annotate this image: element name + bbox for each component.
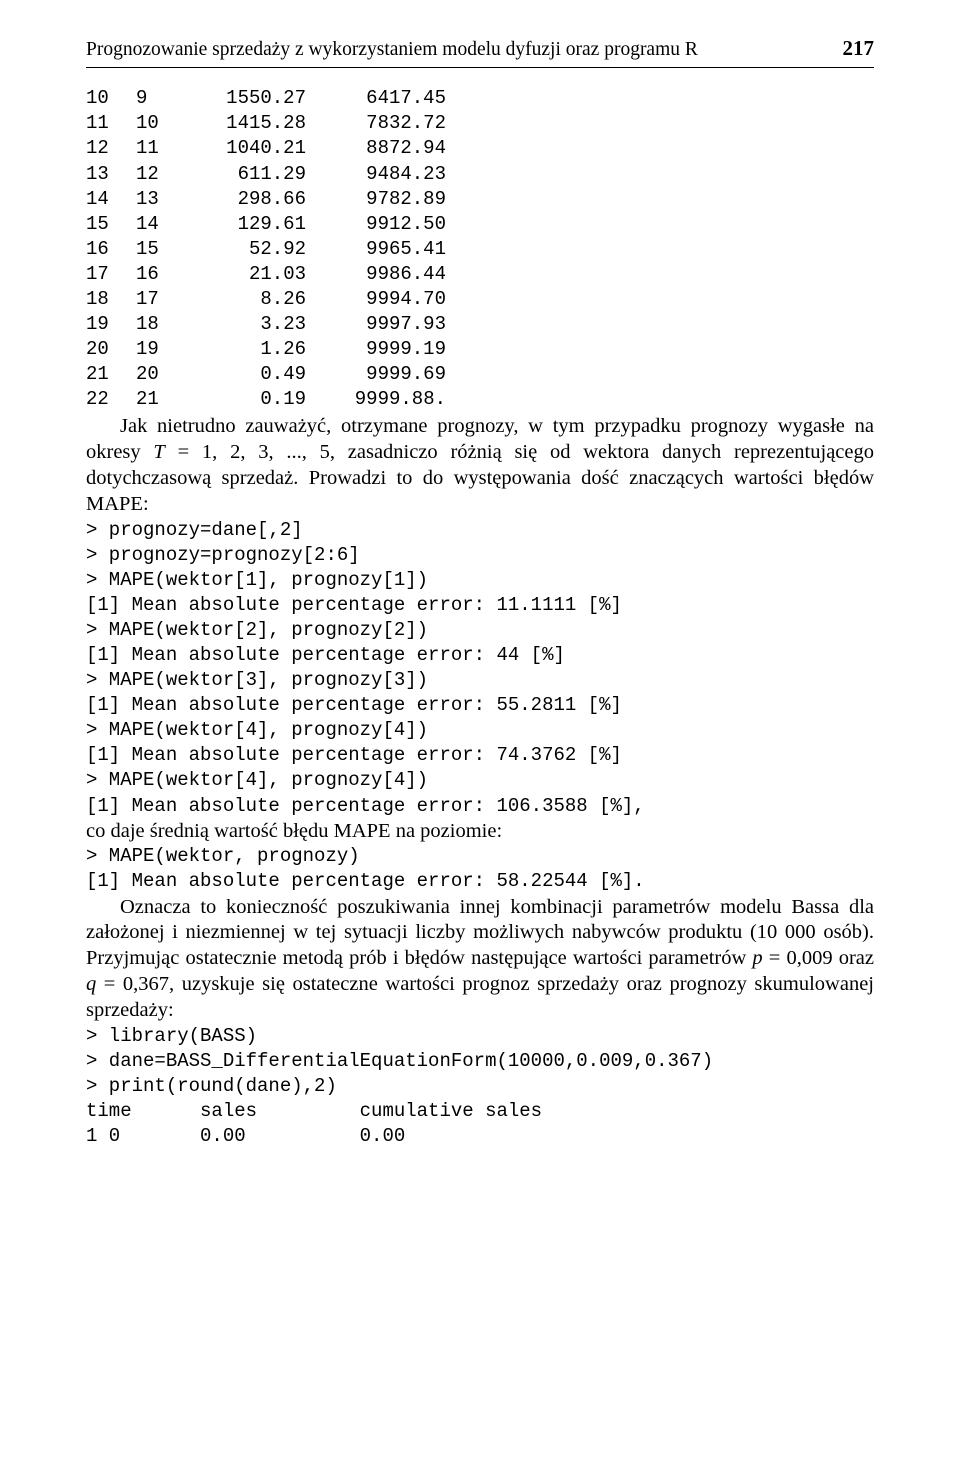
table-cell: 9484.23	[326, 162, 446, 187]
table-cell: 9997.93	[326, 312, 446, 337]
table-cell: 1415.28	[186, 111, 326, 136]
table-cell: 21	[86, 362, 136, 387]
table-row: 1312611.299484.23	[86, 162, 874, 187]
table-cell: 19	[86, 312, 136, 337]
page-header: Prognozowanie sprzedaży z wykorzystaniem…	[86, 34, 874, 68]
page-number: 217	[843, 34, 875, 62]
table-cell: 20	[86, 337, 136, 362]
table-row: 171621.039986.44	[86, 262, 874, 287]
table-cell: 0.19	[186, 387, 326, 412]
table-cell: 17	[136, 287, 186, 312]
table-row: 22210.199999.88.	[86, 387, 874, 412]
table-cell: 21	[136, 387, 186, 412]
table-row: 1413298.669782.89	[86, 187, 874, 212]
table-cell: 9912.50	[326, 212, 446, 237]
table-cell: 0.49	[186, 362, 326, 387]
table-row: 1091550.276417.45	[86, 86, 874, 111]
table-cell: 9999.88.	[326, 387, 446, 412]
para1-T: T	[153, 441, 164, 463]
table-cell: 611.29	[186, 162, 326, 187]
table-cell: 12	[136, 162, 186, 187]
table-cell: 6417.45	[326, 86, 446, 111]
table-row: 1514129.619912.50	[86, 212, 874, 237]
table-row: 20191.269999.19	[86, 337, 874, 362]
table-row: 19183.239997.93	[86, 312, 874, 337]
table-cell: 3.23	[186, 312, 326, 337]
table-cell: 9782.89	[326, 187, 446, 212]
table-cell: 19	[136, 337, 186, 362]
code-block-3: > library(BASS) > dane=BASS_Differential…	[86, 1024, 874, 1149]
para1-c: = 1, 2, 3, ..., 5, zasadniczo różnią się…	[86, 441, 874, 515]
table-cell: 11	[136, 136, 186, 161]
table-cell: 13	[136, 187, 186, 212]
table-cell: 9994.70	[326, 287, 446, 312]
para3-b: = 0,009 oraz	[763, 947, 874, 969]
running-title: Prognozowanie sprzedaży z wykorzystaniem…	[86, 37, 698, 63]
table-cell: 21.03	[186, 262, 326, 287]
output-table-1: 1091550.276417.4511101415.287832.7212111…	[86, 86, 874, 412]
table-cell: 16	[136, 262, 186, 287]
table-cell: 20	[136, 362, 186, 387]
table-cell: 1.26	[186, 337, 326, 362]
table-cell: 1550.27	[186, 86, 326, 111]
para3-p: p	[752, 947, 762, 969]
table-row: 18178.269994.70	[86, 287, 874, 312]
paragraph-3: Oznacza to konieczność poszukiwania inne…	[86, 895, 874, 1024]
table-cell: 298.66	[186, 187, 326, 212]
paragraph-2: co daje średnią wartość błędu MAPE na po…	[86, 819, 874, 845]
table-cell: 17	[86, 262, 136, 287]
paragraph-1: Jak nietrudno zauważyć, otrzymane progno…	[86, 414, 874, 517]
table-cell: 15	[136, 237, 186, 262]
table-cell: 14	[136, 212, 186, 237]
table-cell: 9999.19	[326, 337, 446, 362]
table-cell: 9999.69	[326, 362, 446, 387]
code-block-2: > MAPE(wektor, prognozy) [1] Mean absolu…	[86, 844, 874, 894]
table-cell: 22	[86, 387, 136, 412]
table-cell: 15	[86, 212, 136, 237]
table-cell: 9965.41	[326, 237, 446, 262]
table-cell: 12	[86, 136, 136, 161]
table-row: 161552.929965.41	[86, 237, 874, 262]
table-cell: 129.61	[186, 212, 326, 237]
table-cell: 8.26	[186, 287, 326, 312]
para3-c: = 0,367, uzyskuje się ostateczne wartośc…	[86, 973, 874, 1021]
table-cell: 11	[86, 111, 136, 136]
table-cell: 16	[86, 237, 136, 262]
table-row: 11101415.287832.72	[86, 111, 874, 136]
table-cell: 10	[136, 111, 186, 136]
table-cell: 7832.72	[326, 111, 446, 136]
table-cell: 9	[136, 86, 186, 111]
table-cell: 18	[136, 312, 186, 337]
para3-q: q	[86, 973, 96, 995]
table-cell: 13	[86, 162, 136, 187]
table-row: 12111040.218872.94	[86, 136, 874, 161]
table-cell: 52.92	[186, 237, 326, 262]
table-cell: 1040.21	[186, 136, 326, 161]
table-cell: 9986.44	[326, 262, 446, 287]
table-cell: 10	[86, 86, 136, 111]
table-row: 21200.499999.69	[86, 362, 874, 387]
table-cell: 14	[86, 187, 136, 212]
code-block-1: > prognozy=dane[,2] > prognozy=prognozy[…	[86, 518, 874, 819]
table-cell: 18	[86, 287, 136, 312]
table-cell: 8872.94	[326, 136, 446, 161]
